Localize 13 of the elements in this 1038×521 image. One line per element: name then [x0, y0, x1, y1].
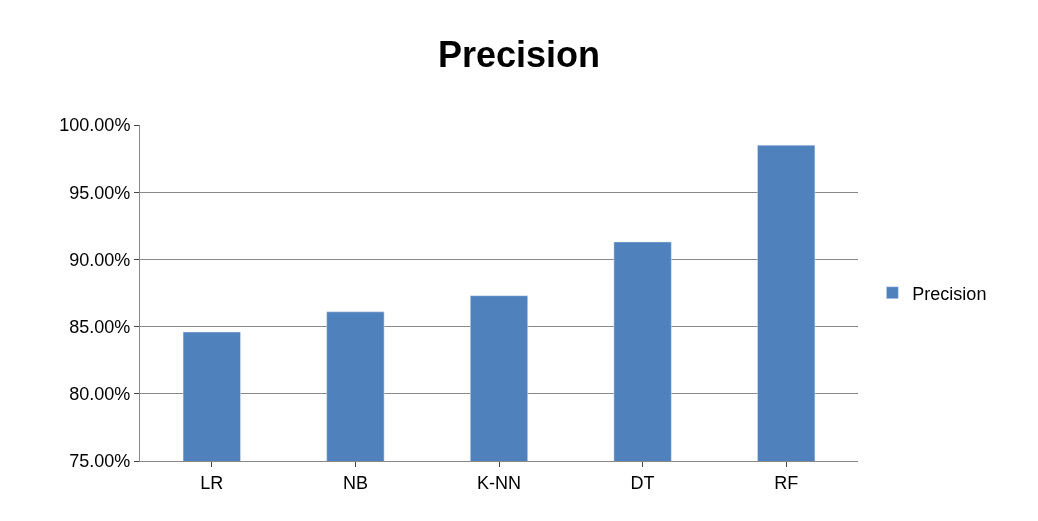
y-tick-label: 75.00%: [69, 451, 131, 472]
x-tick-label: LR: [200, 472, 224, 493]
x-tick-label: NB: [342, 472, 368, 493]
y-tick-label: 85.00%: [69, 316, 131, 337]
x-tick-label: RF: [774, 472, 799, 493]
y-tick-label: 95.00%: [69, 182, 131, 203]
x-tick-label: DT: [630, 472, 655, 493]
y-tick-label: 100.00%: [59, 115, 131, 136]
y-tick-label: 80.00%: [69, 384, 131, 405]
y-tick-label: 90.00%: [69, 249, 131, 270]
x-tick-label: K-NN: [477, 472, 521, 493]
legend-label: Precision: [912, 283, 987, 304]
chart-title: Precision: [437, 33, 601, 75]
